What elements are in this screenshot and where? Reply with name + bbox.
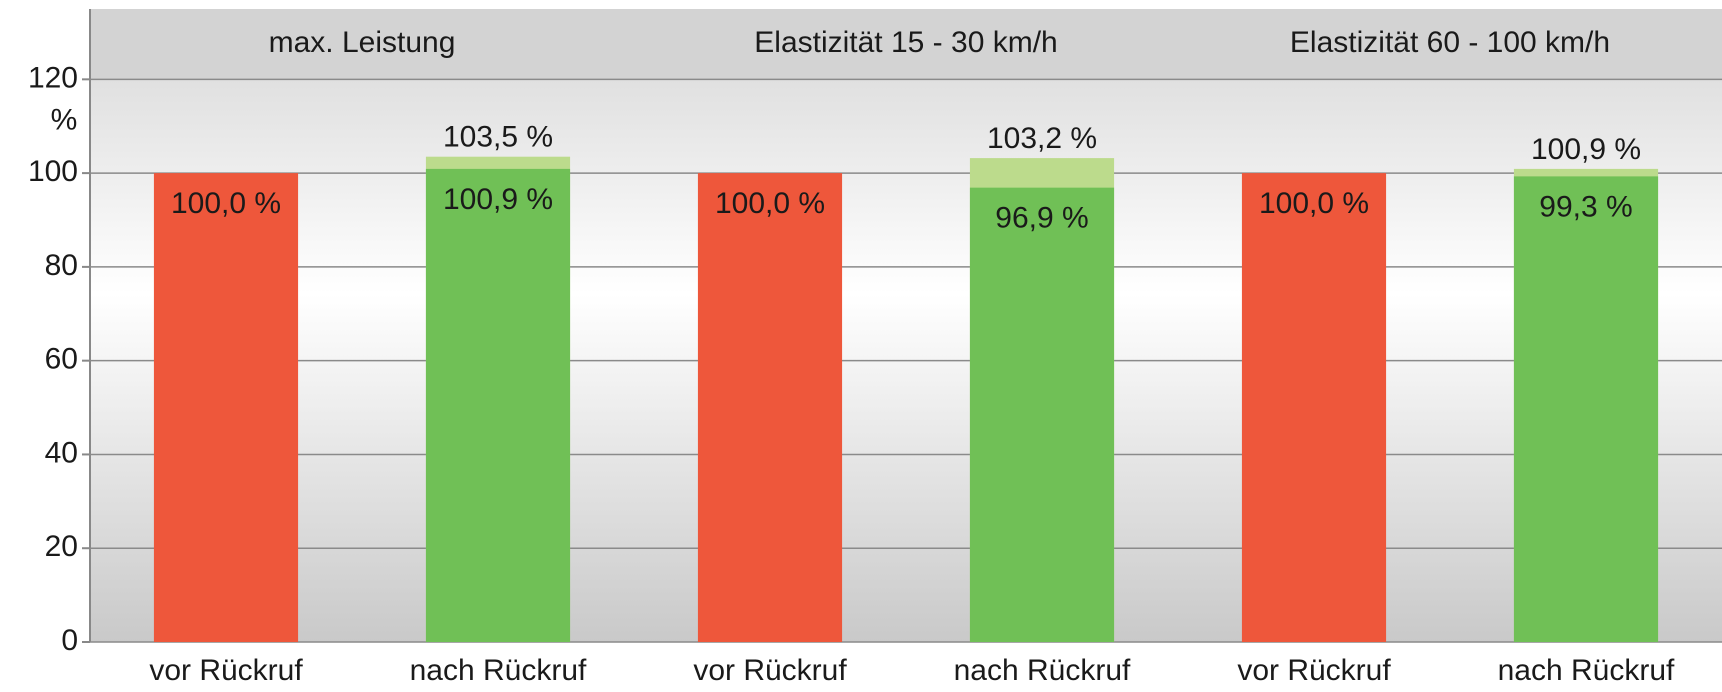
y-tick-label: 60 — [45, 343, 78, 376]
value-label: 99,3 % — [1539, 190, 1632, 223]
value-label: 100,0 % — [715, 187, 825, 220]
x-tick-label: nach Rückruf — [954, 654, 1131, 687]
x-tick-label: nach Rückruf — [410, 654, 587, 687]
value-label: 103,2 % — [987, 122, 1097, 155]
y-tick-label: 100 — [28, 155, 78, 188]
group-label: Elastizität 60 - 100 km/h — [1290, 26, 1610, 59]
value-label: 103,5 % — [443, 121, 553, 154]
x-tick-label: vor Rückruf — [693, 654, 847, 687]
value-label: 100,9 % — [443, 183, 553, 216]
x-tick-label: vor Rückruf — [1237, 654, 1391, 687]
value-label: 100,0 % — [1259, 187, 1369, 220]
plot-background — [90, 9, 1722, 642]
bar — [153, 173, 299, 642]
group-label: max. Leistung — [269, 26, 456, 59]
y-tick-label: 80 — [45, 249, 78, 282]
y-tick-label: 40 — [45, 436, 78, 469]
bar — [697, 173, 843, 642]
value-label: 100,0 % — [171, 187, 281, 220]
y-tick-label: 20 — [45, 530, 78, 563]
x-tick-label: nach Rückruf — [1498, 654, 1675, 687]
value-label: 96,9 % — [995, 202, 1088, 235]
y-unit-label: % — [51, 103, 78, 136]
header-band — [90, 9, 1722, 80]
bar — [425, 168, 571, 642]
bar — [969, 187, 1115, 642]
y-tick-label: 0 — [61, 624, 78, 657]
x-tick-label: vor Rückruf — [149, 654, 303, 687]
bar — [1513, 176, 1659, 643]
y-tick-label: 120 — [28, 61, 78, 94]
bar — [1241, 173, 1387, 642]
group-label: Elastizität 15 - 30 km/h — [754, 26, 1057, 59]
value-label: 100,9 % — [1531, 133, 1641, 166]
